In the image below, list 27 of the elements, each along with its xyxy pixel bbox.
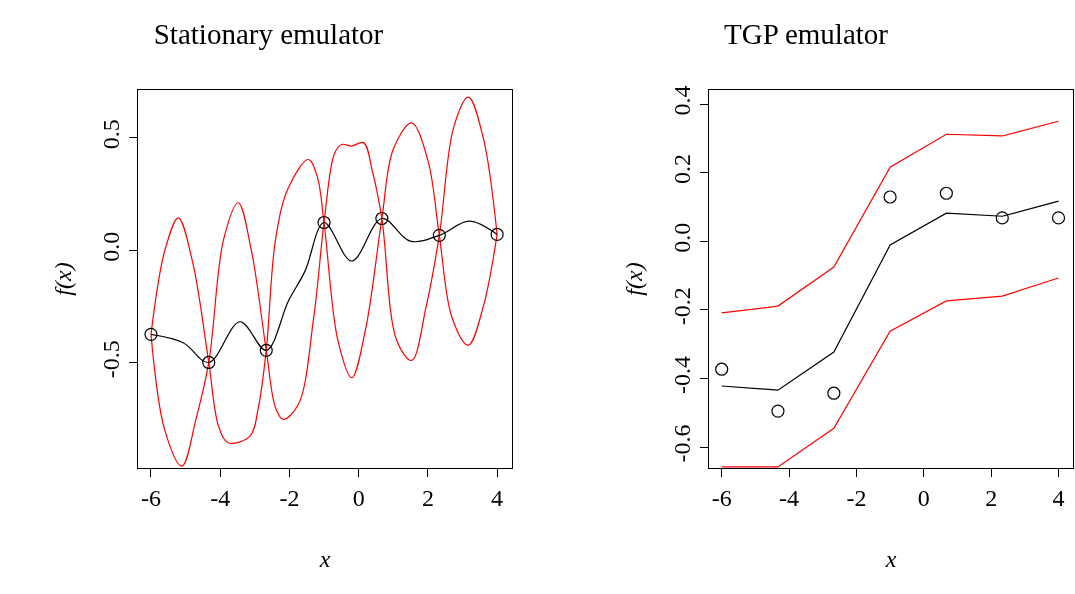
y-tick-label: -0.6	[669, 424, 696, 463]
x-tick-label: -4	[779, 484, 800, 511]
x-tick-label: -6	[140, 484, 161, 511]
x-tick-label: 0	[917, 484, 930, 511]
y-tick-label: -0.5	[98, 340, 125, 379]
x-tick-label: -6	[711, 484, 732, 511]
y-axis-title: f(x)	[49, 262, 76, 296]
x-tick-label: -2	[846, 484, 867, 511]
x-axis-title: x	[318, 546, 331, 573]
y-axis-title: f(x)	[620, 262, 647, 296]
x-tick-label: 4	[491, 484, 504, 511]
y-tick-label: 0.0	[669, 222, 696, 253]
chart-title: Stationary emulator	[153, 18, 384, 51]
x-tick-label: 2	[421, 484, 434, 511]
x-tick-label: 2	[985, 484, 998, 511]
chart-title: TGP emulator	[723, 18, 889, 51]
x-tick-label: -4	[210, 484, 231, 511]
x-axis-title: x	[884, 546, 897, 573]
y-tick-label: 0.2	[669, 154, 696, 185]
y-tick-label: 0.4	[669, 85, 696, 116]
x-tick-label: 0	[352, 484, 365, 511]
x-tick-label: -2	[279, 484, 300, 511]
y-tick-label: -0.4	[669, 355, 696, 394]
x-tick-label: 4	[1052, 484, 1065, 511]
y-tick-label: 0.5	[98, 119, 125, 150]
y-tick-label: 0.0	[98, 231, 125, 262]
y-tick-label: -0.2	[669, 287, 696, 326]
